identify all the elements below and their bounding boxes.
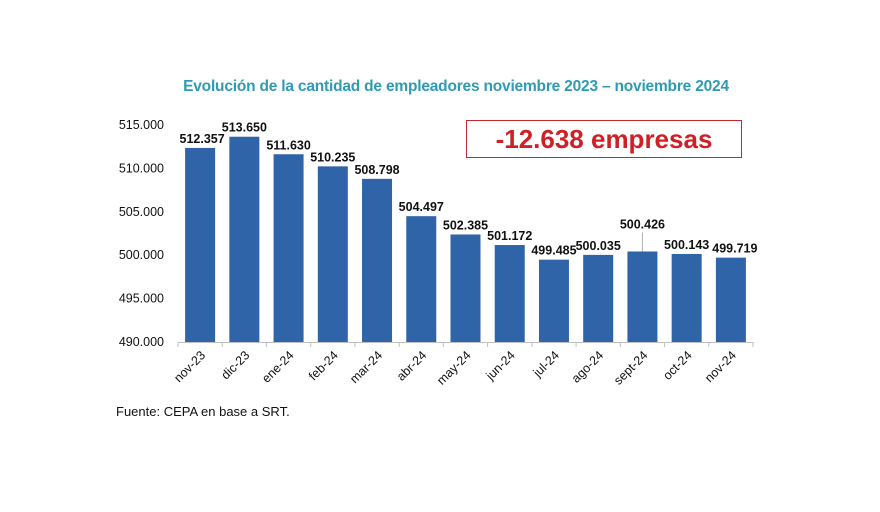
x-axis: nov-23 dic-23 ene-24 feb-24 mar-24 abr-24 may-…	[171, 342, 754, 388]
data-label: 500.035	[576, 239, 621, 253]
data-label: 500.143	[664, 238, 709, 252]
x-tick-label: ene-24	[259, 348, 296, 385]
x-tick-label: oct-24	[660, 348, 694, 382]
data-label: 504.497	[399, 200, 444, 214]
bars	[185, 136, 746, 342]
change-callout-text: -12.638 empresas	[495, 123, 713, 154]
y-tick-label: 490.000	[119, 335, 164, 349]
data-label: 511.630	[266, 138, 311, 152]
y-tick-label: 495.000	[119, 292, 164, 306]
data-label: 499.719	[712, 242, 757, 256]
x-tick-label: abr-24	[394, 348, 429, 383]
data-label: 508.798	[354, 163, 399, 177]
bar	[538, 259, 569, 342]
y-axis: 490.000 495.000 500.000 505.000 510.000 515.0…	[119, 118, 164, 349]
x-tick-label: may-24	[434, 348, 473, 387]
x-tick-label: jul-24	[530, 348, 562, 380]
data-label: 512.357	[180, 132, 225, 146]
data-label: 499.485	[531, 244, 576, 258]
bar	[671, 253, 702, 342]
x-tick-label: ago-24	[569, 348, 606, 385]
bar	[273, 154, 304, 342]
y-tick-label: 500.000	[119, 248, 164, 262]
bar	[715, 257, 746, 342]
data-label: 501.172	[487, 229, 532, 243]
change-callout: -12.638 empresas	[466, 120, 742, 158]
bar	[494, 245, 525, 342]
data-label: 500.426	[620, 218, 665, 232]
x-tick-label: jun-24	[483, 348, 518, 383]
data-label: 502.385	[443, 218, 488, 232]
y-tick-label: 510.000	[119, 161, 164, 175]
y-tick-label: 505.000	[119, 205, 164, 219]
source-note: Fuente: CEPA en base a SRT.	[116, 404, 290, 419]
bar	[185, 147, 216, 342]
x-tick-label: nov-23	[171, 348, 208, 385]
bar	[583, 254, 614, 342]
x-tick-label: nov-24	[702, 348, 739, 385]
bar	[229, 136, 260, 342]
bar	[450, 234, 481, 342]
x-tick-label: feb-24	[306, 348, 341, 383]
data-label: 513.650	[222, 121, 267, 135]
x-tick-label: sept-24	[611, 348, 650, 387]
y-tick-label: 515.000	[119, 118, 164, 132]
x-tick-label: dic-23	[218, 348, 252, 382]
chart-title: Evolución de la cantidad de empleadores …	[183, 78, 729, 95]
data-label: 510.235	[310, 150, 355, 164]
bar	[317, 166, 348, 342]
bar	[362, 178, 393, 342]
x-tick-label: mar-24	[347, 348, 385, 386]
bar	[627, 251, 658, 342]
bar	[406, 216, 437, 342]
